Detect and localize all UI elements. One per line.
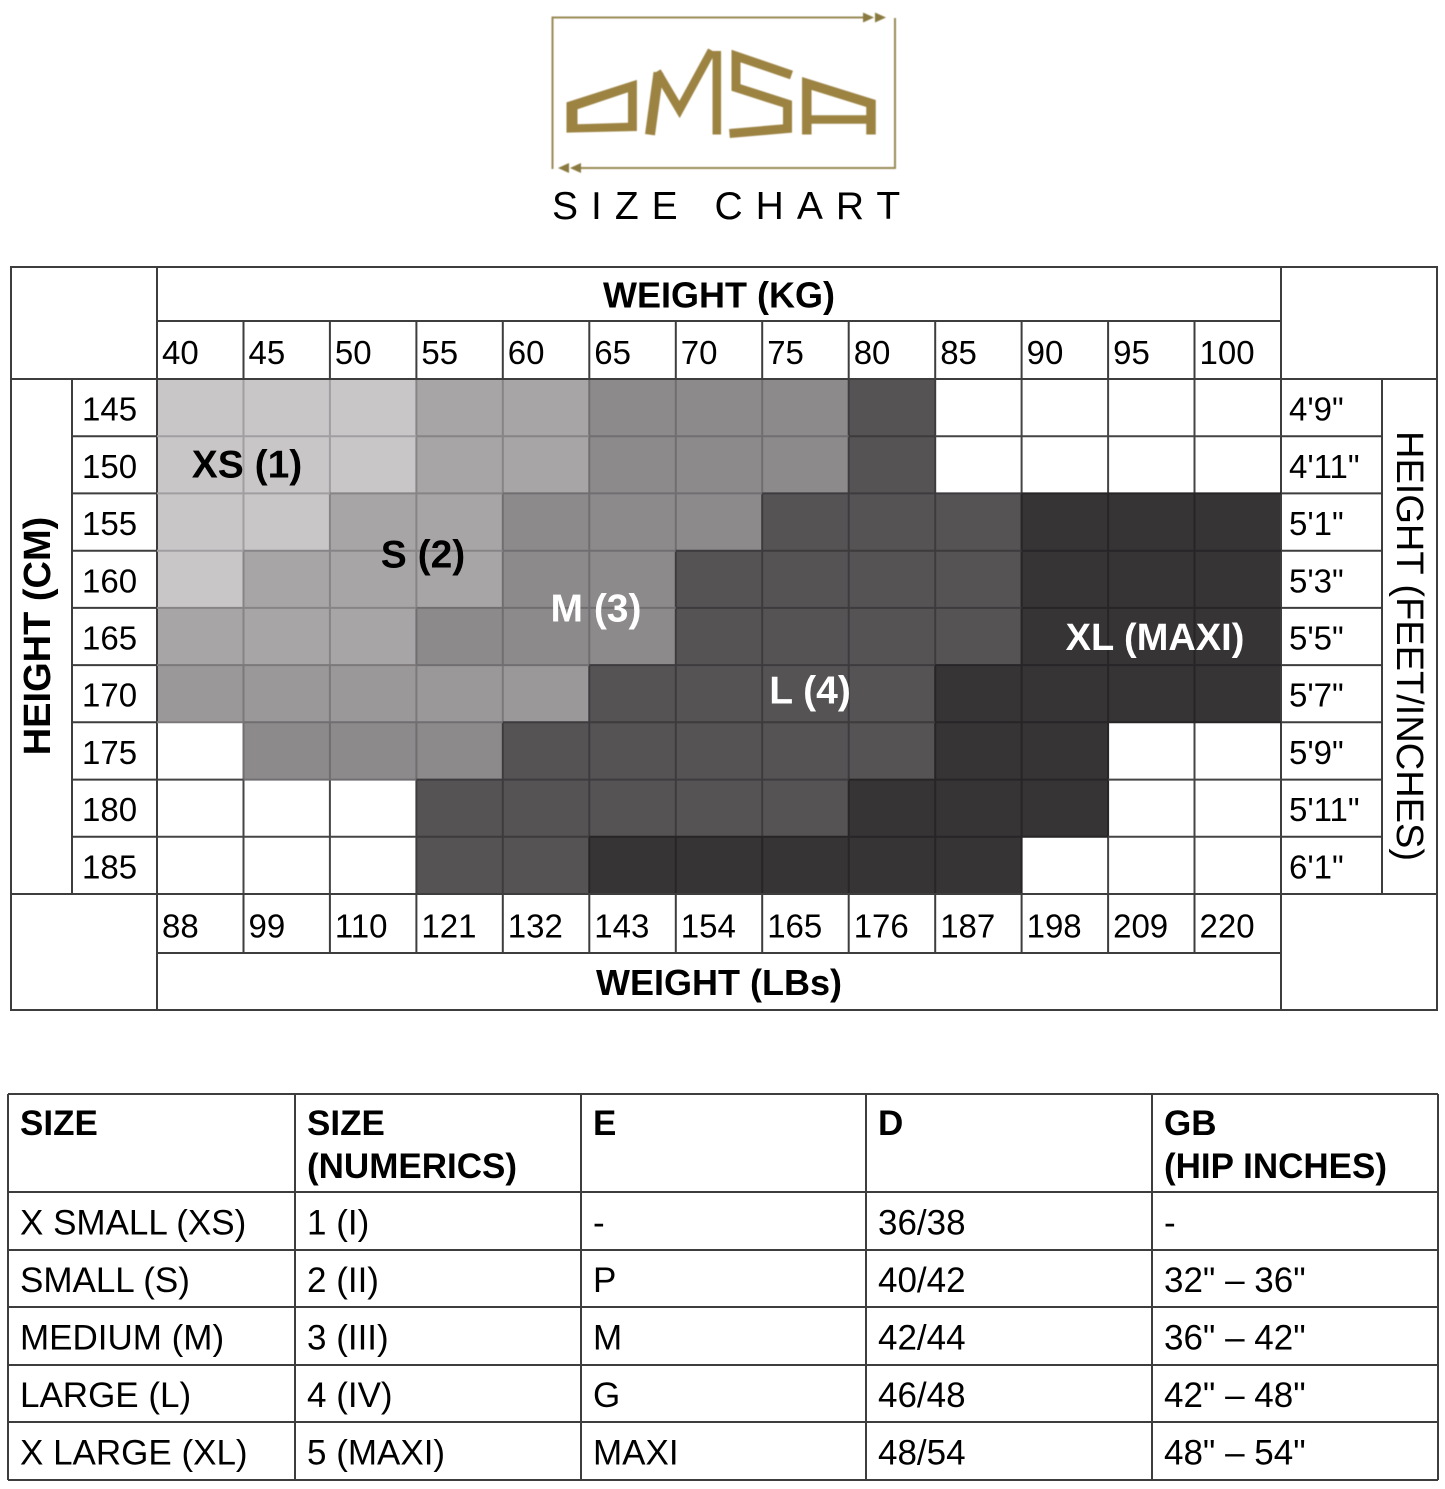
svg-text:176: 176 — [854, 908, 909, 945]
svg-text:80: 80 — [854, 334, 891, 371]
svg-text:4'11": 4'11" — [1289, 448, 1360, 485]
svg-text:48/54: 48/54 — [878, 1434, 966, 1473]
svg-text:45: 45 — [249, 334, 286, 371]
svg-text:55: 55 — [421, 334, 458, 371]
svg-text:90: 90 — [1027, 334, 1064, 371]
svg-text:WEIGHT (KG): WEIGHT (KG) — [603, 275, 835, 316]
svg-text:42/44: 42/44 — [878, 1319, 966, 1358]
svg-text:145: 145 — [82, 391, 137, 428]
svg-text:40/42: 40/42 — [878, 1261, 966, 1300]
svg-text:5'3": 5'3" — [1289, 562, 1344, 599]
svg-text:XS (1): XS (1) — [192, 444, 303, 487]
svg-text:75: 75 — [767, 334, 804, 371]
svg-text:4'9": 4'9" — [1289, 391, 1344, 428]
svg-text:209: 209 — [1113, 908, 1168, 945]
svg-text:1 (I): 1 (I) — [307, 1204, 369, 1243]
svg-text:SMALL (S): SMALL (S) — [20, 1261, 190, 1300]
svg-text:L (4): L (4) — [769, 670, 851, 713]
svg-text:165: 165 — [767, 908, 822, 945]
svg-text:5 (MAXI): 5 (MAXI) — [307, 1434, 445, 1473]
svg-text:M (3): M (3) — [551, 588, 642, 631]
svg-text:5'11": 5'11" — [1289, 791, 1360, 828]
svg-text:155: 155 — [82, 505, 137, 542]
svg-text:S (2): S (2) — [381, 534, 466, 577]
svg-text:121: 121 — [421, 908, 476, 945]
svg-text:160: 160 — [82, 562, 137, 599]
svg-text:50: 50 — [335, 334, 372, 371]
svg-text:100: 100 — [1200, 334, 1255, 371]
svg-text:MEDIUM (M): MEDIUM (M) — [20, 1319, 224, 1358]
svg-text:150: 150 — [82, 448, 137, 485]
svg-text:P: P — [593, 1261, 616, 1300]
svg-text:5'5": 5'5" — [1289, 620, 1344, 657]
svg-text:88: 88 — [162, 908, 199, 945]
svg-text:M: M — [593, 1319, 622, 1358]
svg-text:36/38: 36/38 — [878, 1204, 966, 1243]
svg-text:187: 187 — [940, 908, 995, 945]
svg-text:SIZE: SIZE — [307, 1104, 385, 1143]
svg-text:95: 95 — [1113, 334, 1150, 371]
svg-text:40: 40 — [162, 334, 199, 371]
svg-text:48" – 54": 48" – 54" — [1164, 1434, 1306, 1473]
svg-text:180: 180 — [82, 791, 137, 828]
svg-text:HEIGHT (FEET/INCHES): HEIGHT (FEET/INCHES) — [1388, 431, 1430, 861]
svg-text:110: 110 — [335, 908, 388, 945]
svg-text:E: E — [593, 1104, 616, 1143]
svg-text:175: 175 — [82, 734, 137, 771]
svg-text:XL (MAXI): XL (MAXI) — [1066, 617, 1245, 659]
svg-text:170: 170 — [82, 677, 137, 714]
svg-text:X SMALL (XS): X SMALL (XS) — [20, 1204, 246, 1243]
svg-text:LARGE (L): LARGE (L) — [20, 1376, 191, 1415]
svg-text:5'7": 5'7" — [1289, 677, 1344, 714]
svg-text:4 (IV): 4 (IV) — [307, 1376, 393, 1415]
svg-text:6'1": 6'1" — [1289, 848, 1344, 885]
svg-text:WEIGHT (LBs): WEIGHT (LBs) — [596, 962, 842, 1003]
svg-text:5'9": 5'9" — [1289, 734, 1344, 771]
svg-text:36" – 42": 36" – 42" — [1164, 1319, 1306, 1358]
svg-text:-: - — [593, 1204, 605, 1243]
svg-text:-: - — [1164, 1204, 1176, 1243]
svg-text:3 (III): 3 (III) — [307, 1319, 389, 1358]
svg-text:154: 154 — [681, 908, 736, 945]
svg-text:HEIGHT (CM): HEIGHT (CM) — [17, 517, 59, 756]
svg-text:220: 220 — [1200, 908, 1255, 945]
svg-text:2 (II): 2 (II) — [307, 1261, 379, 1300]
svg-text:G: G — [593, 1376, 620, 1415]
svg-text:SIZE: SIZE — [20, 1104, 98, 1143]
svg-text:165: 165 — [82, 620, 137, 657]
svg-text:D: D — [878, 1104, 903, 1143]
svg-text:198: 198 — [1027, 908, 1082, 945]
svg-text:60: 60 — [508, 334, 545, 371]
svg-text:SIZE CHART: SIZE CHART — [552, 185, 913, 228]
svg-text:85: 85 — [940, 334, 977, 371]
svg-text:46/48: 46/48 — [878, 1376, 966, 1415]
svg-text:(HIP INCHES): (HIP INCHES) — [1164, 1147, 1387, 1186]
svg-text:32" – 36": 32" – 36" — [1164, 1261, 1306, 1300]
svg-text:185: 185 — [82, 848, 137, 885]
svg-text:MAXI: MAXI — [593, 1434, 679, 1473]
svg-text:(NUMERICS): (NUMERICS) — [307, 1147, 517, 1186]
svg-text:143: 143 — [594, 908, 649, 945]
svg-text:5'1": 5'1" — [1289, 505, 1344, 542]
svg-text:42" – 48": 42" – 48" — [1164, 1376, 1306, 1415]
svg-text:65: 65 — [594, 334, 631, 371]
svg-text:GB: GB — [1164, 1104, 1217, 1143]
svg-text:X LARGE (XL): X LARGE (XL) — [20, 1434, 248, 1473]
svg-text:70: 70 — [681, 334, 718, 371]
svg-text:132: 132 — [508, 908, 563, 945]
svg-text:99: 99 — [249, 908, 286, 945]
